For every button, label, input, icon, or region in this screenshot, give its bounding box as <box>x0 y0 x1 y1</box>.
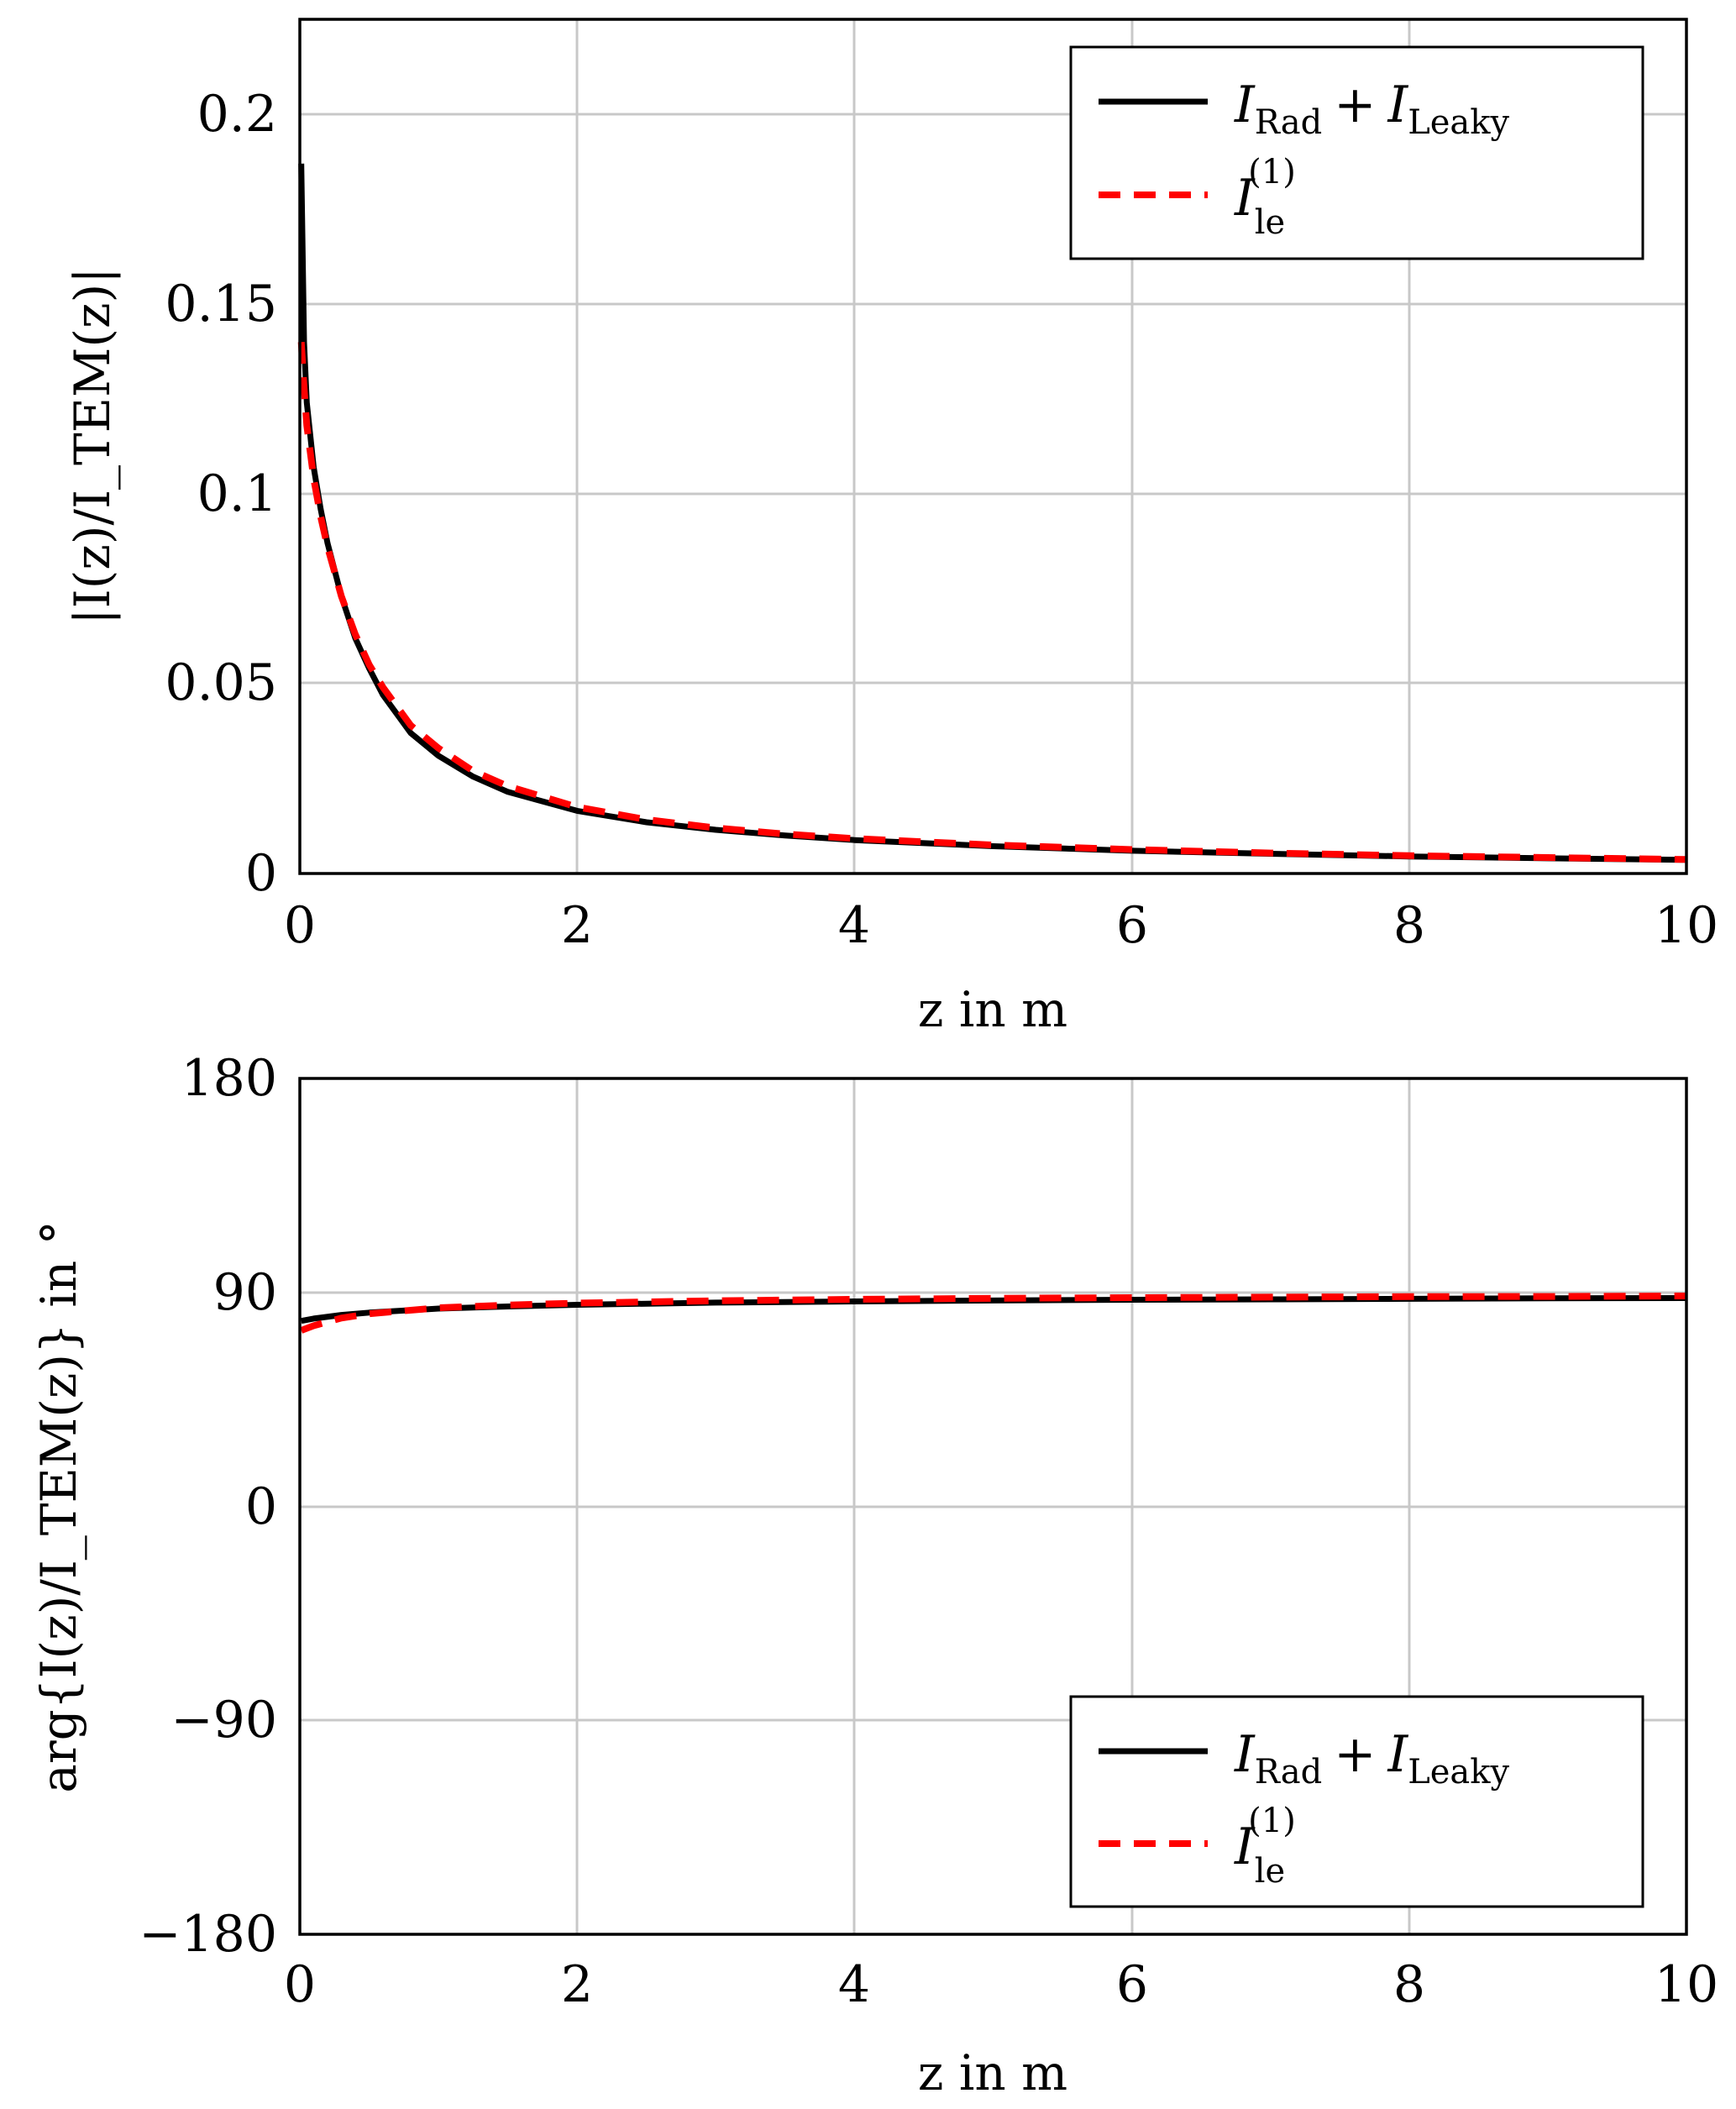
x-axis-label: z in m <box>918 2044 1067 2101</box>
x-tick-label: 10 <box>1655 896 1718 955</box>
series-le1-line <box>297 341 1687 863</box>
legend: IRad + ILeaky Ile(1) <box>1069 45 1644 260</box>
axes-frame <box>298 18 1688 875</box>
y-grid <box>300 1291 1686 1722</box>
plot-lines <box>300 1293 1687 1334</box>
y-tick-label: 180 <box>181 1049 277 1108</box>
x-tick-labels: 0 2 4 6 8 10 <box>284 1955 1718 2014</box>
x-tick-label: 2 <box>561 896 593 955</box>
y-axis-label: arg{I(z)/I_TEM(z)} in ° <box>30 1220 87 1792</box>
y-tick-label: −180 <box>139 1905 277 1964</box>
y-tick-labels: −180 −90 0 90 180 <box>139 1049 277 1964</box>
legend-label-le1: Ile(1) <box>1234 1802 1296 1891</box>
plot-lines <box>297 163 1687 863</box>
x-axis-label: z in m <box>918 981 1067 1038</box>
y-tick-label: −90 <box>170 1691 277 1750</box>
legend-label-le1: Ile(1) <box>1234 153 1296 242</box>
legend-label-rad-leaky: IRad + ILeaky <box>1234 76 1510 142</box>
y-tick-label: 90 <box>213 1263 277 1322</box>
legend: IRad + ILeaky Ile(1) <box>1069 1695 1644 1908</box>
series-le1-line <box>300 1293 1687 1334</box>
phase-panel: 0 2 4 6 8 10 −180 −90 0 90 180 z in m ar… <box>30 1049 1718 2101</box>
legend-box <box>1069 1695 1644 1908</box>
legend-box <box>1069 45 1644 260</box>
x-tick-label: 6 <box>1116 1955 1148 2014</box>
x-tick-label: 8 <box>1393 896 1425 955</box>
x-tick-label: 0 <box>284 1955 316 2014</box>
x-tick-label: 2 <box>561 1955 593 2014</box>
x-tick-label: 4 <box>838 896 870 955</box>
series-rad-leaky-line <box>298 163 1687 863</box>
x-tick-label: 4 <box>838 1955 870 2014</box>
x-tick-label: 6 <box>1116 896 1148 955</box>
x-tick-label: 10 <box>1655 1955 1718 2014</box>
y-tick-label: 0 <box>245 844 277 903</box>
y-tick-label: 0.15 <box>165 275 277 333</box>
x-tick-labels: 0 2 4 6 8 10 <box>284 896 1718 955</box>
series-rad-leaky-line <box>301 1295 1687 1325</box>
y-tick-label: 0.2 <box>197 85 277 144</box>
axes-frame <box>298 1077 1688 1936</box>
x-tick-label: 8 <box>1393 1955 1425 2014</box>
legend-label-rad-leaky: IRad + ILeaky <box>1234 1725 1510 1792</box>
x-tick-label: 0 <box>284 896 316 955</box>
y-tick-label: 0 <box>245 1477 277 1536</box>
y-tick-labels: 0 0.05 0.1 0.15 0.2 <box>165 85 277 903</box>
y-tick-label: 0.1 <box>197 464 277 523</box>
y-axis-label: |I(z)/I_TEM(z)| <box>64 267 121 624</box>
magnitude-panel: 0 2 4 6 8 10 0 0.05 0.1 0.15 0.2 z in m … <box>64 18 1718 1038</box>
y-tick-label: 0.05 <box>165 653 277 712</box>
